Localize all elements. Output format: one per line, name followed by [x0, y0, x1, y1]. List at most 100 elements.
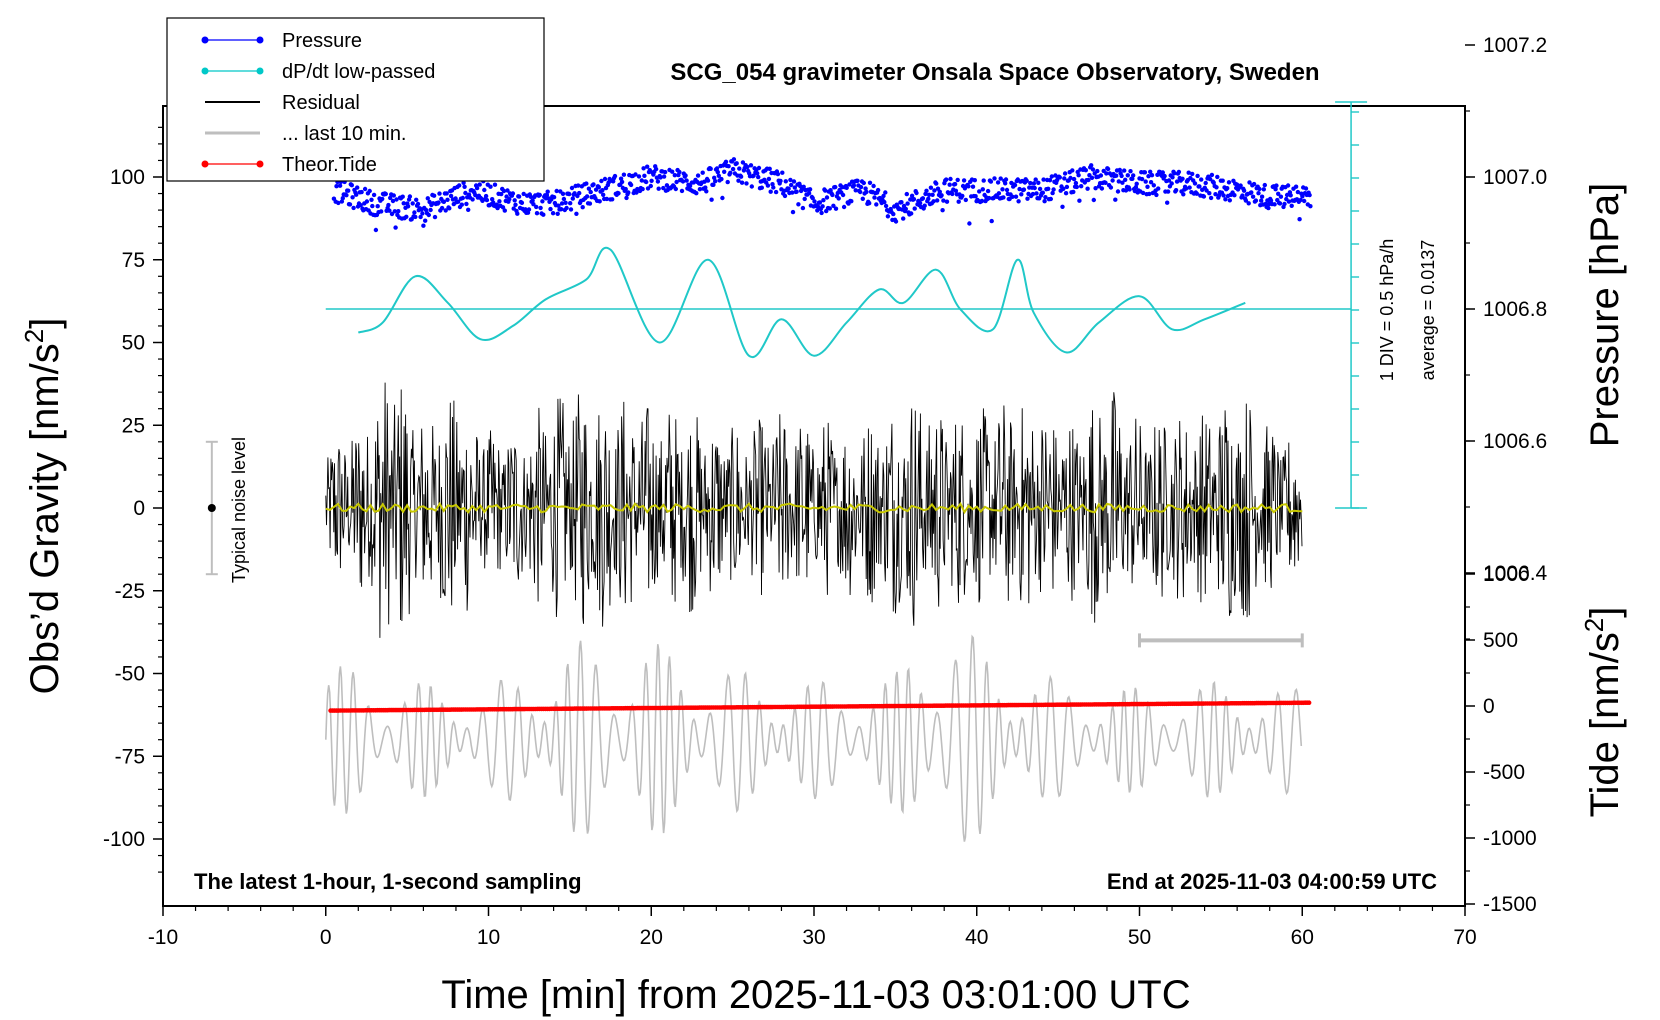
pressure-point: [775, 171, 781, 177]
pressure-point: [853, 188, 858, 193]
pressure-point: [373, 227, 379, 233]
pressure-point: [765, 183, 771, 188]
y-pressure-tick-label: 1007.2: [1483, 34, 1547, 57]
pressure-point: [836, 196, 841, 201]
pressure-point: [817, 200, 823, 205]
pressure-point: [1199, 177, 1204, 182]
pressure-point: [1030, 191, 1036, 197]
pressure-point: [530, 198, 535, 203]
pressure-point: [586, 186, 592, 191]
pressure-point: [855, 178, 860, 183]
pressure-point: [860, 196, 865, 201]
pressure-point: [790, 209, 796, 215]
pressure-point: [507, 197, 512, 202]
pressure-point: [739, 180, 745, 185]
pressure-point: [371, 192, 377, 198]
pressure-point: [1016, 199, 1021, 204]
pressure-point: [1194, 191, 1200, 196]
legend-marker: [201, 160, 209, 168]
pressure-point: [851, 183, 857, 188]
pressure-point: [412, 210, 417, 215]
pressure-point: [554, 188, 559, 194]
pressure-point: [1276, 191, 1281, 196]
pressure-point: [1148, 169, 1153, 174]
pressure-point: [947, 182, 952, 187]
pressure-point: [1297, 217, 1302, 222]
legend-box: [166, 17, 545, 182]
pressure-point: [1288, 193, 1293, 198]
pressure-point: [827, 206, 832, 211]
pressure-point: [358, 203, 363, 208]
pressure-point: [1250, 194, 1256, 199]
pressure-point: [1032, 185, 1037, 191]
pressure-point: [1071, 189, 1076, 195]
x-tick-label: 30: [802, 926, 825, 949]
pressure-point: [1046, 186, 1051, 191]
pressure-point: [500, 205, 506, 210]
pressure-point: [1031, 181, 1037, 186]
pressure-point: [601, 192, 606, 197]
pressure-point: [920, 196, 926, 201]
pressure-point: [1123, 188, 1129, 193]
pressure-point: [1190, 171, 1195, 177]
y-tide-tick-label: 0: [1483, 695, 1495, 718]
pressure-point: [1286, 199, 1292, 204]
pressure-point: [963, 197, 968, 203]
pressure-point: [380, 196, 385, 202]
pressure-point: [833, 184, 838, 190]
pressure-point: [420, 211, 425, 216]
pressure-point: [1165, 200, 1170, 205]
pressure-point: [1180, 176, 1185, 181]
pressure-point: [1130, 176, 1135, 181]
pressure-point: [421, 223, 426, 228]
pressure-point: [574, 211, 579, 216]
pressure-point: [1064, 184, 1070, 190]
pressure-point: [490, 197, 495, 202]
pressure-point: [1127, 187, 1132, 192]
pressure-point: [410, 201, 415, 206]
pressure-point: [347, 202, 353, 207]
pressure-point: [1247, 180, 1252, 185]
pressure-point: [995, 180, 1001, 185]
pressure-point: [1195, 173, 1200, 179]
pressure-point: [1249, 190, 1254, 195]
pressure-point: [628, 182, 634, 188]
pressure-point: [544, 192, 550, 198]
pressure-point: [905, 201, 910, 206]
pressure-point: [1220, 178, 1225, 183]
pressure-point: [1204, 188, 1209, 193]
pressure-point: [1062, 171, 1068, 176]
pressure-point: [658, 175, 663, 180]
pressure-point: [1071, 176, 1077, 182]
pressure-point: [944, 177, 949, 182]
pressure-point: [642, 173, 647, 178]
y-left-tick-label: 100: [110, 166, 145, 189]
y-axis-title-tide-sup: 2: [1579, 618, 1609, 632]
pressure-point: [749, 184, 754, 189]
pressure-point: [988, 179, 994, 184]
pressure-point: [840, 192, 846, 198]
pressure-point: [858, 184, 864, 190]
pressure-point: [1256, 191, 1261, 196]
pressure-point: [1036, 180, 1041, 185]
pressure-point: [1119, 173, 1124, 179]
pressure-point: [505, 188, 510, 193]
pressure-point: [778, 178, 783, 184]
pressure-point: [937, 189, 942, 194]
pressure-point: [966, 184, 971, 189]
pressure-point: [560, 191, 566, 196]
pressure-point: [960, 193, 965, 199]
pressure-point: [534, 204, 539, 210]
pressure-point: [1116, 179, 1122, 184]
pressure-point: [1086, 177, 1091, 183]
pressure-point: [849, 199, 854, 204]
pressure-point: [1246, 201, 1251, 206]
pressure-point: [1241, 188, 1247, 193]
legend-marker: [201, 36, 209, 44]
pressure-point: [1010, 194, 1015, 199]
pressure-point: [1001, 195, 1006, 200]
pressure-point: [709, 197, 714, 202]
pressure-point: [1253, 198, 1259, 203]
pressure-point: [407, 194, 413, 199]
pressure-point: [1123, 177, 1128, 182]
